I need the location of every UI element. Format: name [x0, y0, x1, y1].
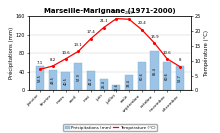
- Text: 24.1: 24.1: [112, 11, 121, 14]
- Bar: [36, 66, 44, 90]
- Bar: [49, 70, 57, 90]
- Text: 17.4: 17.4: [86, 30, 95, 34]
- Legend: Précipitations (mm), Température (°C): Précipitations (mm), Température (°C): [63, 124, 157, 131]
- Bar: [150, 51, 159, 90]
- Bar: [74, 63, 82, 90]
- Text: 60.6: 60.6: [140, 72, 144, 80]
- Bar: [112, 85, 121, 90]
- Text: 7.1: 7.1: [37, 61, 43, 65]
- Text: 41.2: 41.2: [89, 77, 93, 85]
- Bar: [87, 71, 95, 90]
- Text: 57.9: 57.9: [76, 73, 80, 81]
- Text: 52.7: 52.7: [178, 74, 182, 82]
- Bar: [61, 72, 70, 90]
- Text: 8: 8: [179, 58, 181, 62]
- Text: 85.4: 85.4: [152, 67, 156, 74]
- Bar: [176, 66, 184, 90]
- Text: 10.6: 10.6: [163, 51, 171, 55]
- Text: 10.6: 10.6: [61, 51, 70, 55]
- Bar: [125, 75, 133, 90]
- Text: 53.5: 53.5: [38, 74, 42, 82]
- Title: Marseille-Marignane (1971-2000): Marseille-Marignane (1971-2000): [44, 8, 176, 14]
- Text: 12.6: 12.6: [114, 84, 118, 92]
- Bar: [138, 62, 146, 90]
- Y-axis label: Température (°C): Température (°C): [203, 30, 209, 76]
- Text: 40.5: 40.5: [64, 77, 68, 85]
- Text: 8.2: 8.2: [50, 58, 56, 62]
- Text: 43.5: 43.5: [51, 76, 55, 84]
- Text: 23.9: 23.9: [125, 11, 134, 15]
- Text: 15.9: 15.9: [150, 35, 159, 39]
- Text: 20.4: 20.4: [137, 22, 146, 26]
- Text: 25.4: 25.4: [102, 81, 106, 88]
- Text: 21.1: 21.1: [99, 19, 108, 23]
- Text: 33.4: 33.4: [127, 79, 131, 87]
- Text: 13.1: 13.1: [74, 43, 83, 47]
- Text: 60.6: 60.6: [165, 72, 169, 80]
- Bar: [99, 79, 108, 90]
- Bar: [163, 62, 171, 90]
- Y-axis label: Précipitations (mm): Précipitations (mm): [8, 27, 14, 79]
